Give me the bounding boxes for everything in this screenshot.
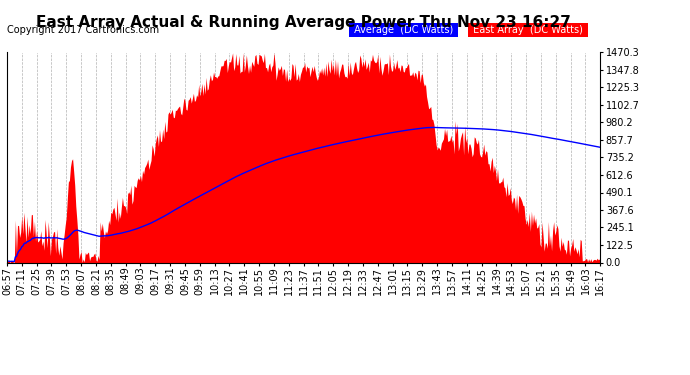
Text: Copyright 2017 Cartronics.com: Copyright 2017 Cartronics.com <box>7 25 159 35</box>
Text: East Array  (DC Watts): East Array (DC Watts) <box>470 25 586 35</box>
Text: Average  (DC Watts): Average (DC Watts) <box>351 25 457 35</box>
Title: East Array Actual & Running Average Power Thu Nov 23 16:27: East Array Actual & Running Average Powe… <box>36 15 571 30</box>
